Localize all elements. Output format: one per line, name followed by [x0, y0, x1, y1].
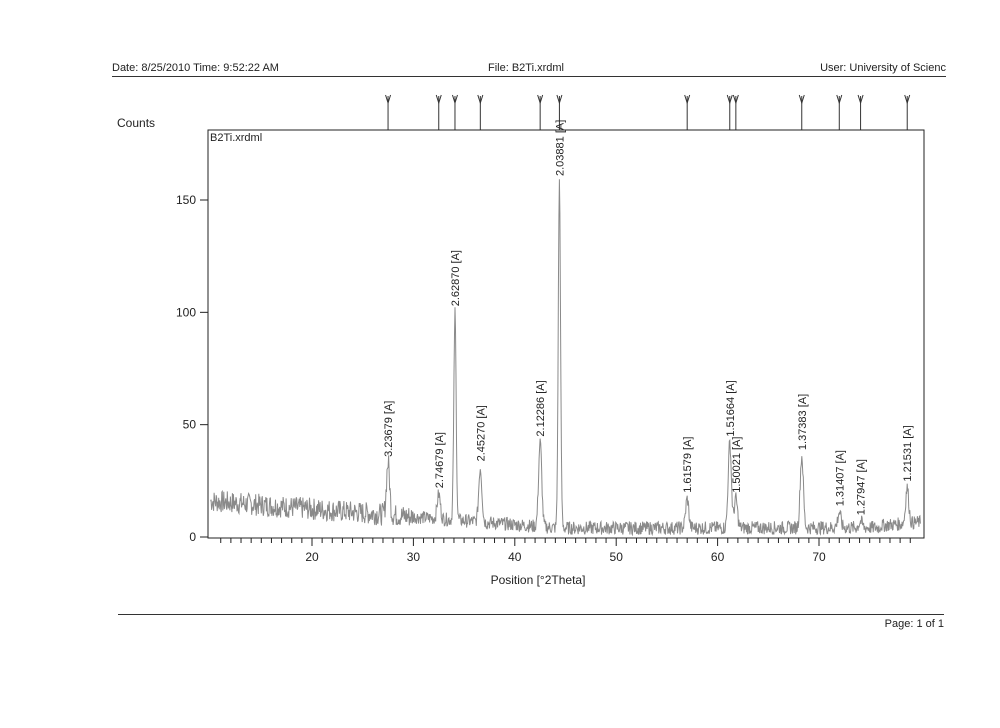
peak-marker-arrow	[726, 94, 733, 105]
x-tick-label: 20	[305, 550, 319, 564]
peak-label: 1.37383 [A]	[797, 394, 809, 450]
peak-marker-arrow	[684, 94, 691, 105]
peak-label: 2.62870 [A]	[450, 250, 462, 306]
peak-label: 1.51664 [A]	[725, 380, 737, 436]
peak-marker-arrow	[385, 94, 392, 105]
y-tick-label: 150	[176, 193, 196, 207]
header-user: User: University of Scienc	[820, 62, 946, 74]
peak-marker-arrow	[836, 94, 843, 105]
x-tick-label: 40	[508, 550, 522, 564]
plot-file-label: B2Ti.xrdml	[210, 132, 262, 144]
peak-markers	[385, 94, 911, 130]
peak-marker-arrow	[451, 94, 458, 105]
y-axis-label: Counts	[117, 116, 155, 130]
peak-marker-arrow	[857, 94, 864, 105]
peak-label: 1.27947 [A]	[856, 459, 868, 515]
y-tick-label: 0	[189, 530, 196, 544]
header-file: File: B2Ti.xrdml	[488, 62, 564, 74]
peak-label: 2.12286 [A]	[535, 380, 547, 436]
y-tick-label: 100	[176, 305, 196, 319]
x-tick-label: 50	[610, 550, 624, 564]
footer-page: Page: 1 of 1	[884, 618, 944, 630]
peak-marker-arrow	[537, 94, 544, 105]
header-divider	[112, 76, 946, 77]
peak-label: 1.31407 [A]	[834, 450, 846, 506]
peak-marker-arrow	[435, 94, 442, 105]
plot-frame	[207, 129, 925, 539]
peak-label: 1.61579 [A]	[682, 437, 694, 493]
peak-label: 2.74679 [A]	[434, 432, 446, 488]
y-tick-label: 50	[183, 418, 197, 432]
peak-label: 1.50021 [A]	[731, 437, 743, 493]
peak-label: 2.03881 [A]	[554, 120, 566, 176]
x-axis-label: Position [°2Theta]	[491, 573, 586, 587]
peak-marker-arrow	[732, 94, 739, 105]
header-date: Date: 8/25/2010 Time: 9:52:22 AM	[112, 62, 279, 74]
x-tick-label: 70	[812, 550, 826, 564]
peak-label: 2.45270 [A]	[475, 405, 487, 461]
peak-marker-arrow	[556, 94, 563, 105]
peak-label: 1.21531 [A]	[902, 425, 914, 481]
peak-marker-arrow	[798, 94, 805, 105]
peak-labels: 3.23679 [A] 2.74679 [A] 2.62870 [A] 2.45270…	[383, 120, 914, 516]
footer-divider	[118, 614, 944, 615]
diffraction-trace	[210, 179, 921, 537]
peak-label: 3.23679 [A]	[383, 401, 395, 457]
peak-marker-arrow	[904, 94, 911, 105]
peak-marker-arrow	[477, 94, 484, 105]
x-tick-label: 60	[711, 550, 725, 564]
axes: 0 50 100 150 20 30 40 50 60 70	[176, 193, 911, 564]
x-tick-label: 30	[407, 550, 421, 564]
